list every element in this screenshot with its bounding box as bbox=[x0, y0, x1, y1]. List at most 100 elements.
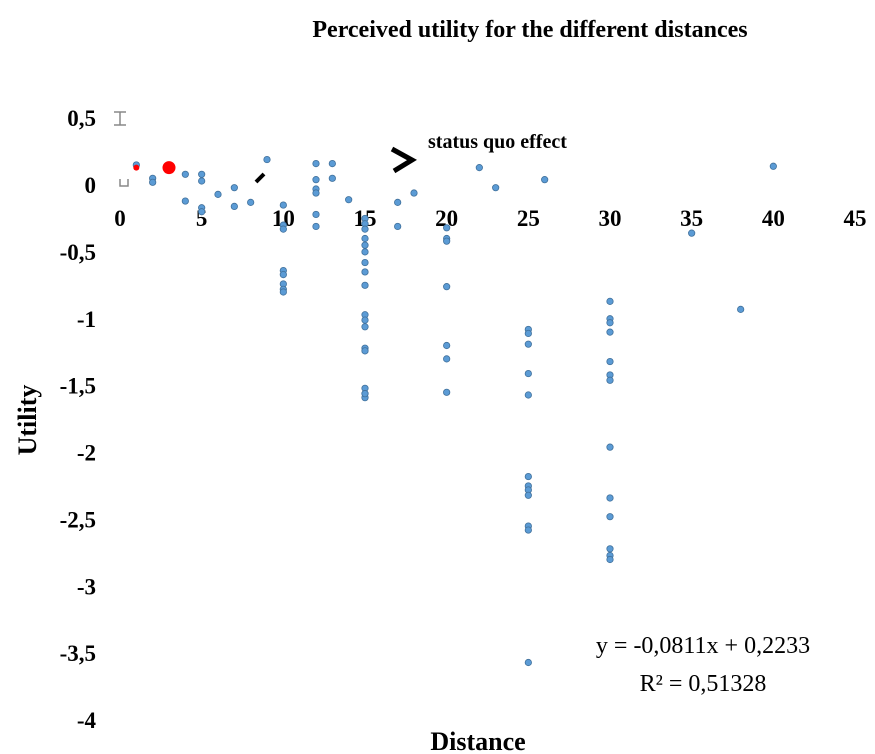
data-point bbox=[361, 241, 369, 249]
data-point bbox=[328, 160, 336, 168]
highlight-points bbox=[133, 161, 176, 175]
data-point bbox=[606, 328, 614, 336]
data-point bbox=[361, 316, 369, 324]
x-tick-label: 30 bbox=[599, 206, 622, 231]
data-point bbox=[230, 184, 238, 192]
data-point bbox=[606, 555, 614, 564]
y-tick-label: -2,5 bbox=[60, 507, 96, 532]
data-point bbox=[181, 197, 189, 205]
data-point bbox=[361, 323, 369, 331]
data-point bbox=[230, 202, 238, 210]
y-axis-ticks: 0,5 0 -0,5 -1 -1,5 -2 -2,5 -3 -3,5 -4 bbox=[60, 106, 97, 733]
data-point bbox=[606, 443, 614, 451]
y-tick-label: -4 bbox=[77, 708, 97, 733]
x-tick-label: 0 bbox=[114, 206, 126, 231]
error-bar-upper bbox=[114, 111, 126, 126]
data-point bbox=[361, 248, 369, 256]
data-point bbox=[328, 174, 336, 182]
arrow-icon bbox=[390, 146, 417, 174]
data-point bbox=[606, 297, 614, 305]
error-bar-zero bbox=[119, 179, 129, 187]
y-tick-label: -1,5 bbox=[60, 374, 96, 399]
data-point bbox=[361, 281, 369, 289]
y-tick-label: -3,5 bbox=[60, 641, 96, 666]
y-tick-label: -1 bbox=[77, 307, 96, 332]
x-axis-ticks: 051015202530354045 bbox=[114, 206, 866, 231]
data-point bbox=[443, 355, 451, 363]
data-point bbox=[263, 155, 271, 164]
x-tick-label: 45 bbox=[844, 206, 867, 231]
highlight-point bbox=[162, 161, 176, 175]
data-point bbox=[198, 177, 206, 185]
data-point bbox=[198, 208, 206, 216]
data-point bbox=[312, 160, 320, 168]
data-point bbox=[606, 545, 614, 553]
x-tick-label: 20 bbox=[435, 206, 458, 231]
data-point bbox=[443, 224, 451, 232]
data-point bbox=[345, 196, 353, 204]
data-point bbox=[361, 225, 369, 233]
data-point bbox=[279, 201, 287, 209]
data-point bbox=[410, 189, 418, 197]
data-point bbox=[769, 162, 777, 170]
data-point bbox=[606, 513, 614, 521]
y-axis-title: Utility bbox=[13, 385, 42, 456]
data-point bbox=[737, 305, 745, 313]
data-point bbox=[247, 198, 255, 206]
y-tick-label: -2 bbox=[77, 441, 96, 466]
data-point bbox=[688, 229, 696, 237]
marker-dash bbox=[254, 172, 266, 184]
data-point bbox=[492, 184, 500, 192]
data-point bbox=[394, 198, 402, 206]
x-tick-label: 5 bbox=[196, 206, 208, 231]
x-tick-label: 10 bbox=[272, 206, 295, 231]
data-point bbox=[443, 237, 451, 245]
x-tick-label: 40 bbox=[762, 206, 785, 231]
data-point bbox=[606, 494, 614, 502]
data-point bbox=[606, 376, 614, 384]
trendline-equation: y = -0,0811x + 0,2233 bbox=[596, 633, 810, 659]
data-point bbox=[149, 178, 157, 186]
data-point bbox=[524, 329, 532, 338]
data-point bbox=[198, 170, 206, 178]
data-point bbox=[524, 391, 532, 399]
error-bar-marks bbox=[114, 111, 129, 187]
y-tick-label: -3 bbox=[77, 574, 96, 599]
chart-title: Perceived utility for the different dist… bbox=[312, 17, 747, 43]
data-point bbox=[361, 390, 369, 398]
data-point bbox=[443, 283, 451, 291]
x-tick-label: 25 bbox=[517, 206, 540, 231]
data-point bbox=[524, 369, 532, 378]
data-point bbox=[312, 176, 320, 184]
data-point bbox=[312, 189, 320, 197]
data-point bbox=[524, 526, 532, 534]
data-point bbox=[475, 164, 483, 172]
data-point bbox=[541, 176, 549, 184]
data-point bbox=[443, 388, 451, 396]
data-point bbox=[279, 225, 287, 233]
data-point bbox=[279, 288, 287, 296]
data-point bbox=[214, 190, 222, 198]
data-point bbox=[312, 210, 320, 219]
trendline-r-squared: R² = 0,51328 bbox=[640, 671, 767, 697]
data-point bbox=[312, 222, 320, 231]
data-point bbox=[361, 234, 369, 243]
data-point bbox=[524, 340, 532, 348]
x-axis-title: Distance bbox=[430, 727, 525, 754]
data-point bbox=[443, 341, 451, 350]
data-point bbox=[361, 347, 369, 355]
x-tick-label: 35 bbox=[680, 206, 703, 231]
data-points bbox=[132, 155, 777, 667]
y-tick-label: -0,5 bbox=[60, 240, 96, 265]
data-point bbox=[361, 268, 369, 276]
annotation-status-quo: status quo effect bbox=[428, 131, 567, 153]
data-point bbox=[394, 222, 402, 231]
data-point bbox=[606, 319, 614, 327]
data-point bbox=[524, 658, 532, 667]
y-tick-label: 0 bbox=[85, 173, 97, 198]
data-point bbox=[181, 170, 189, 178]
y-tick-label: 0,5 bbox=[67, 106, 96, 131]
data-point bbox=[361, 258, 369, 267]
data-point bbox=[524, 491, 532, 499]
